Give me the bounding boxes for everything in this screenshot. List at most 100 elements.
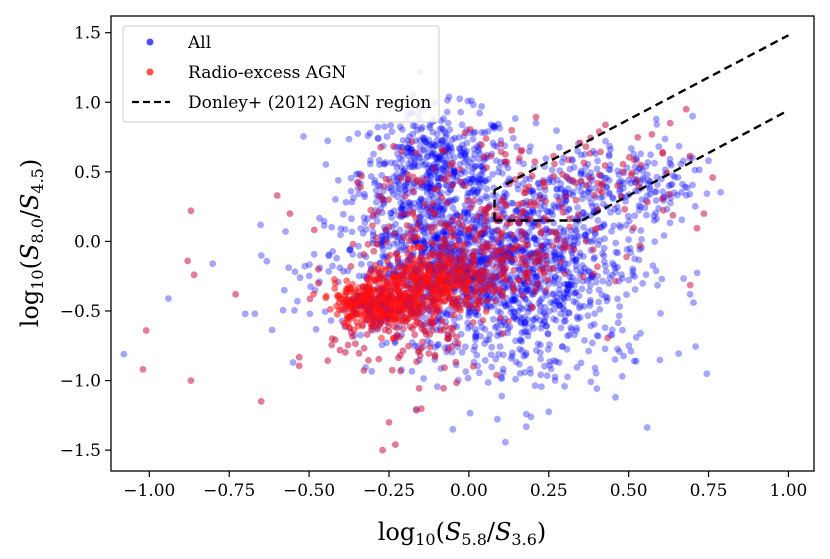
all-point <box>422 314 429 322</box>
all-point <box>423 139 430 146</box>
all-point <box>594 332 602 340</box>
radio-excess-point <box>386 251 394 259</box>
all-point <box>580 303 588 310</box>
all-point <box>535 299 543 307</box>
radio-excess-point <box>354 322 362 330</box>
all-point <box>598 291 606 299</box>
all-point <box>558 185 566 193</box>
all-point <box>512 337 519 345</box>
all-point <box>500 299 508 307</box>
legend-marker-all <box>146 38 154 46</box>
all-point <box>504 325 512 332</box>
radio-excess-point <box>466 125 474 133</box>
radio-excess-point <box>322 294 330 302</box>
all-point <box>675 350 682 357</box>
all-point <box>532 314 540 322</box>
all-point <box>573 277 581 285</box>
all-point <box>572 221 580 229</box>
radio-excess-point <box>481 287 489 295</box>
radio-excess-point <box>637 161 645 169</box>
all-point <box>651 188 659 196</box>
all-point <box>523 285 530 293</box>
radio-excess-point <box>630 224 637 232</box>
all-point <box>512 207 519 215</box>
radio-excess-point <box>435 295 443 303</box>
all-point <box>536 316 544 324</box>
all-point <box>538 295 546 302</box>
all-point <box>438 211 446 219</box>
all-point <box>420 375 428 382</box>
all-point <box>603 297 611 305</box>
all-point <box>395 185 403 193</box>
all-point <box>456 314 463 321</box>
all-point <box>334 176 342 184</box>
all-point <box>591 310 598 317</box>
all-point <box>451 134 459 142</box>
radio-excess-point <box>549 242 557 250</box>
all-point <box>421 147 428 155</box>
all-point <box>564 185 572 193</box>
all-point <box>383 133 391 141</box>
x-axis-label: log10(S5.8/S3.6) <box>378 518 547 549</box>
radio-excess-point <box>502 202 510 209</box>
radio-excess-point <box>523 241 531 249</box>
all-point <box>312 325 320 333</box>
all-point <box>637 329 644 337</box>
x-tick-label: 1.00 <box>770 481 808 501</box>
all-point <box>615 312 623 320</box>
all-point <box>545 176 553 184</box>
all-point <box>543 207 551 215</box>
all-point <box>387 184 395 192</box>
all-point <box>474 188 481 196</box>
radio-excess-point <box>457 178 464 186</box>
all-point <box>522 410 530 418</box>
all-point <box>329 262 336 270</box>
all-point <box>427 141 434 149</box>
all-point <box>484 127 492 135</box>
radio-excess-point <box>591 226 599 233</box>
all-point <box>551 297 558 305</box>
radio-excess-point <box>666 119 674 127</box>
all-point <box>577 167 585 175</box>
radio-excess-point <box>438 242 445 250</box>
radio-excess-point <box>475 273 483 280</box>
all-point <box>653 121 661 128</box>
all-point <box>544 238 551 246</box>
all-point <box>556 264 564 272</box>
all-point <box>593 332 601 339</box>
radio-excess-point <box>521 262 529 269</box>
all-point <box>596 237 603 244</box>
all-point <box>515 360 523 368</box>
radio-excess-point <box>599 180 607 187</box>
radio-excess-point <box>559 209 567 216</box>
legend-box <box>122 25 440 123</box>
all-point <box>457 108 465 116</box>
radio-excess-point <box>542 287 550 294</box>
all-point <box>554 299 562 307</box>
all-point <box>508 199 515 207</box>
all-point <box>429 150 437 157</box>
all-point <box>604 294 611 302</box>
all-point <box>555 275 563 283</box>
radio-excess-point <box>532 202 540 209</box>
all-point <box>418 211 426 219</box>
all-point <box>473 218 481 225</box>
all-point <box>693 269 701 277</box>
all-point <box>647 151 654 159</box>
radio-excess-point <box>336 346 344 354</box>
all-point <box>491 123 499 130</box>
radio-excess-point <box>540 271 548 279</box>
all-point <box>468 175 475 183</box>
all-point <box>476 198 484 206</box>
all-point <box>547 299 555 306</box>
all-point <box>364 215 372 223</box>
all-point <box>564 290 572 298</box>
all-point <box>529 207 537 214</box>
all-point <box>566 281 574 288</box>
radio-excess-point <box>438 317 446 325</box>
all-point <box>421 139 429 146</box>
all-point <box>627 249 635 256</box>
all-point <box>443 310 451 318</box>
all-point <box>396 181 404 189</box>
all-point <box>489 122 497 130</box>
